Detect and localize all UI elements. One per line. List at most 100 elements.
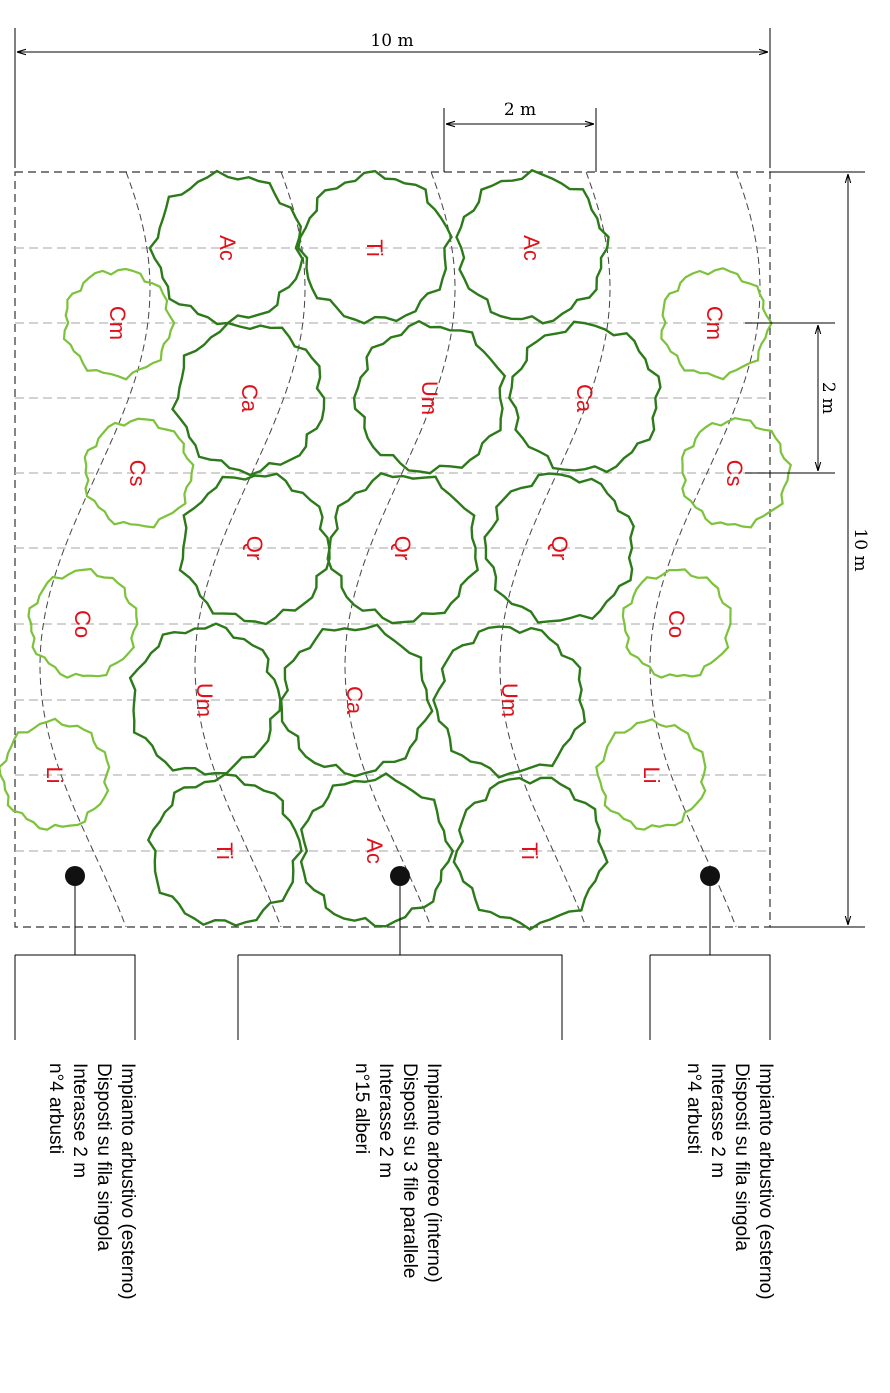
legend-left-line-2: Disposti su fila singola [93, 1063, 114, 1251]
legend-left: Impianto arbustivo (esterno) Disposti su… [45, 1063, 138, 1300]
legend-left-line-4: n°4 arbusti [45, 1063, 66, 1154]
tree: Um [352, 319, 507, 475]
width-label: 10 m [370, 31, 413, 51]
legend-right-line-1: Impianto arbustivo (esterno) [755, 1063, 776, 1300]
tree-canopy [178, 472, 331, 626]
species-label: Ac [215, 235, 240, 261]
shrub: Co [27, 567, 139, 679]
species-label: Ca [342, 686, 367, 715]
tree-canopy [452, 776, 609, 931]
legend-center: Impianto arboreo (interno) Disposti su 3… [351, 1063, 444, 1283]
tree-canopy [326, 471, 480, 625]
planting-row-curve [194, 171, 306, 928]
shrub-canopy [660, 267, 773, 381]
tree-canopy [148, 169, 304, 326]
tree-canopy [432, 625, 587, 779]
legend-left-line-1: Impianto arbustivo (esterno) [117, 1063, 138, 1300]
shrub: Cs [681, 416, 793, 529]
shrub: Cs [83, 417, 195, 529]
species-label: Qr [242, 536, 267, 560]
tree-canopy [483, 472, 635, 624]
tree-canopy [128, 622, 282, 776]
legend-center-line-1: Impianto arboreo (interno) [423, 1063, 444, 1283]
species-label: Um [417, 381, 442, 415]
shrub-canopy [595, 718, 707, 831]
tree: Ti [146, 773, 303, 927]
species-label: Cs [722, 460, 747, 487]
legend-marker-left [65, 866, 85, 886]
tree-canopy [279, 623, 434, 778]
planting-row-curves [39, 171, 761, 928]
plot-boundary [14, 171, 771, 928]
tree: Ti [452, 776, 609, 931]
legend-right: Impianto arbustivo (esterno) Disposti su… [683, 1063, 776, 1300]
species-label: Um [192, 683, 217, 717]
width-dimension: 10 m [14, 28, 771, 168]
shrub: Cm [660, 267, 773, 381]
species-label: Co [70, 610, 95, 638]
shrub-canopy [83, 417, 195, 529]
tree: Qr [326, 471, 480, 625]
tree: Ca [508, 320, 662, 474]
spacing-label-right: 2 m [818, 382, 838, 414]
species-label: Ti [517, 842, 542, 860]
species-label: Um [497, 683, 522, 717]
shrub-canopy [621, 568, 732, 679]
legend-center-line-3: Interasse 2 m [375, 1063, 396, 1178]
tree-canopy [171, 321, 326, 477]
height-dimension: 10 m [770, 171, 870, 928]
legend-right-line-4: n°4 arbusti [683, 1063, 704, 1154]
planting-row-curve [344, 171, 456, 928]
legend-center-line-2: Disposti su 3 file parallele [399, 1063, 420, 1278]
planting-row-curve [649, 171, 761, 928]
legend-center-line-4: n°15 alberi [351, 1063, 372, 1154]
legend-marker-right [700, 866, 720, 886]
species-label: Qr [390, 536, 415, 560]
tree: Ca [279, 623, 434, 778]
tree: Um [128, 622, 282, 776]
tree-canopy [455, 168, 610, 325]
planting-row-curve [39, 171, 151, 928]
tree: Qr [178, 472, 331, 626]
shrub: Li [595, 718, 707, 831]
legend-marker-center [390, 866, 410, 886]
species-label: Li [42, 766, 67, 783]
shrub: Li [0, 717, 111, 831]
tree-canopy [352, 319, 507, 475]
tree: Ac [299, 772, 455, 928]
tree: Um [432, 625, 587, 779]
species-label: Ca [237, 384, 262, 413]
species-label: Cs [125, 460, 150, 487]
shrub-canopy [62, 267, 176, 381]
legend-leaders [14, 866, 771, 1040]
planting-row-curve [499, 171, 611, 928]
height-label: 10 m [850, 528, 870, 571]
spacing-label-top: 2 m [504, 100, 536, 120]
tree-canopy [299, 772, 455, 928]
shrub: Co [621, 568, 732, 679]
tree: Ca [171, 321, 326, 477]
tree-canopy [146, 773, 303, 927]
species-label: Cm [105, 306, 130, 340]
species-label: Ac [519, 235, 544, 261]
tree: Ac [148, 169, 304, 326]
legend-left-line-3: Interasse 2 m [69, 1063, 90, 1178]
tree-canopy [508, 320, 662, 474]
species-label: Qr [547, 536, 572, 560]
shrub-canopy [681, 416, 793, 529]
legend-right-line-3: Interasse 2 m [707, 1063, 728, 1178]
species-label: Ca [572, 384, 597, 413]
species-label: Ti [362, 239, 387, 257]
legend-right-line-2: Disposti su fila singola [731, 1063, 752, 1251]
spacing-dimension-top: 2 m [443, 100, 597, 172]
tree-canopy [297, 169, 453, 325]
shrub-canopy [27, 567, 139, 679]
shrub-canopy [0, 717, 111, 831]
tree: Qr [483, 472, 635, 624]
shrub: Cm [62, 267, 176, 381]
tree: Ti [297, 169, 453, 325]
spacing-dimension-right: 2 m [745, 322, 838, 474]
tree: Ac [455, 168, 610, 325]
species-label: Li [639, 766, 664, 783]
